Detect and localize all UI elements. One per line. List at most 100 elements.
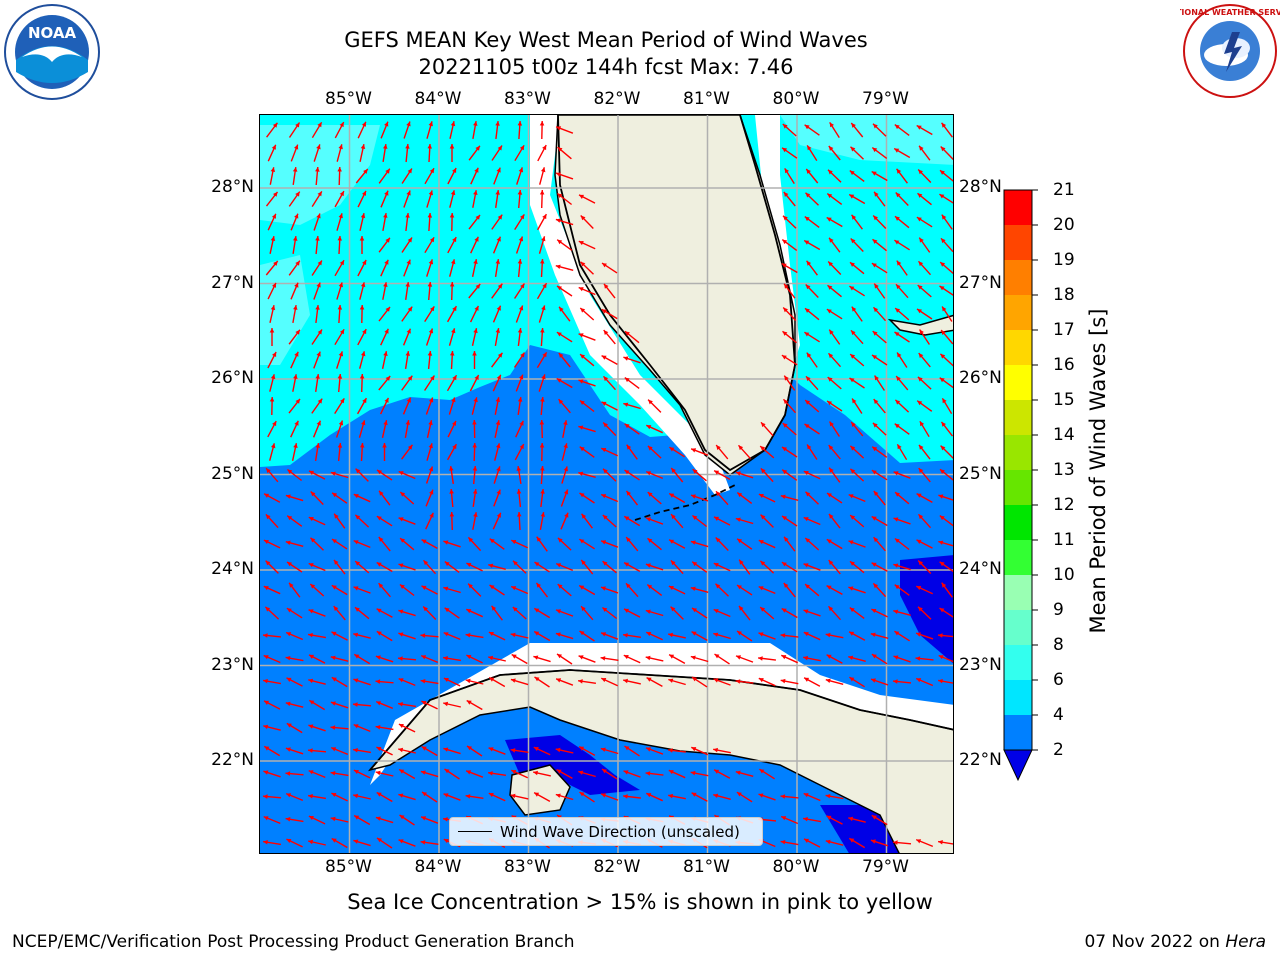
wind-wave-arrowhead (871, 815, 877, 820)
wind-wave-arrowhead (360, 282, 366, 288)
wind-wave-arrowhead (519, 444, 524, 450)
wind-wave-arrowhead (939, 561, 945, 567)
wind-wave-arrowhead (539, 121, 545, 126)
wind-wave-arrowhead (449, 144, 455, 149)
wind-wave-arrowhead (871, 470, 877, 475)
wind-wave-arrowhead (376, 631, 382, 636)
wind-wave-arrowhead (938, 840, 943, 845)
wind-wave-arrowhead (310, 491, 316, 497)
wind-wave-arrowhead (378, 583, 384, 589)
wind-wave-arrowhead (917, 285, 923, 290)
wind-wave-arrowhead (873, 583, 879, 589)
colorbar-segment (1004, 260, 1032, 296)
wind-wave-arrowhead (452, 168, 457, 173)
wind-wave-arrowhead (337, 236, 342, 241)
wind-wave-arrowhead (646, 632, 652, 637)
wind-wave-arrowhead (310, 584, 316, 589)
wind-wave-arrowhead (511, 586, 517, 591)
wind-wave-arrowhead (915, 656, 921, 661)
wind-wave-arrowhead (940, 146, 946, 152)
florida-keys (634, 484, 736, 521)
top-lon-tick-label: 79°W (862, 89, 909, 109)
wind-wave-arrowhead (489, 677, 495, 682)
wind-wave-arrowhead (443, 747, 449, 752)
wind-wave-arrowhead (737, 585, 742, 590)
wind-wave-arrowhead (516, 466, 521, 471)
wind-wave-arrowhead (466, 655, 472, 659)
wind-wave-arrowhead (450, 121, 456, 127)
wind-wave-arrowhead (873, 491, 879, 496)
wind-wave-arrowhead (623, 356, 629, 361)
wind-wave-arrowhead (782, 469, 788, 475)
wind-wave-arrowhead (407, 444, 413, 450)
wind-wave-arrowhead (603, 468, 608, 474)
wind-wave-arrowhead (939, 194, 945, 199)
wind-wave-arrowhead (804, 216, 810, 222)
wind-wave-arrowhead (668, 632, 673, 638)
wind-wave-arrowhead (601, 632, 607, 637)
wind-wave-arrowhead (806, 169, 811, 174)
wind-wave-arrowhead (760, 468, 766, 474)
wind-wave-arrowhead (495, 420, 501, 425)
wind-wave-arrowhead (894, 584, 900, 590)
wind-wave-arrowhead (517, 512, 522, 517)
wind-wave-arrowhead (360, 443, 365, 448)
wind-wave-arrowhead (451, 397, 456, 403)
wind-wave-arrowhead (286, 723, 292, 728)
wind-wave-arrowhead (623, 678, 628, 684)
wind-wave-arrowhead (626, 490, 631, 496)
wind-wave-arrowhead (398, 632, 404, 637)
wind-wave-arrowhead (581, 560, 586, 565)
wind-wave-arrowhead (826, 539, 832, 544)
wind-wave-arrowhead (600, 656, 606, 661)
wind-wave-arrowhead (735, 517, 741, 522)
wind-wave-arrowhead (421, 655, 427, 660)
wind-wave-arrowhead (331, 747, 337, 752)
wind-wave-arrowhead (263, 633, 268, 638)
wind-wave-arrowhead (601, 309, 607, 314)
wind-wave-arrowhead (359, 236, 365, 241)
wind-wave-arrowhead (647, 584, 653, 590)
wind-wave-arrowhead (848, 655, 854, 660)
wind-wave-arrowhead (355, 607, 360, 612)
wind-wave-arrowhead (556, 332, 562, 337)
wind-wave-arrowhead (317, 329, 322, 335)
wind-wave-arrowhead (337, 443, 343, 448)
wind-wave-arrowhead (874, 375, 879, 381)
wind-wave-arrowhead (488, 632, 494, 636)
wind-wave-arrowhead (872, 355, 877, 360)
wind-wave-arrowhead (645, 563, 651, 568)
wind-wave-arrowhead (918, 169, 923, 175)
wind-wave-arrowhead (263, 794, 268, 799)
wind-wave-arrowhead (398, 563, 404, 568)
wind-wave-arrowhead (332, 492, 338, 498)
wind-wave-arrowhead (468, 537, 474, 543)
wind-wave-arrowhead (317, 191, 322, 197)
wind-wave-arrowhead (399, 769, 405, 774)
wind-wave-arrowhead (285, 817, 291, 822)
wind-wave-arrowhead (271, 213, 276, 219)
wind-wave-arrowhead (421, 539, 427, 544)
wind-wave-arrowhead (850, 238, 856, 244)
wind-wave-arrowhead (428, 328, 434, 334)
wind-wave-arrowhead (541, 374, 546, 380)
wind-wave-arrowhead (472, 443, 477, 448)
wind-wave-arrowhead (540, 512, 545, 517)
wind-wave-arrowhead (602, 561, 608, 566)
wind-wave-arrowhead (601, 540, 607, 545)
wind-wave-arrowhead (942, 398, 947, 404)
wind-wave-arrowhead (339, 191, 344, 197)
wind-wave-arrowhead (715, 583, 721, 589)
wind-wave-arrowhead (452, 306, 457, 312)
wind-wave-arrowhead (534, 792, 540, 797)
wind-wave-arrowhead (557, 654, 562, 659)
wind-wave-arrowhead (579, 585, 585, 590)
wind-wave-arrowhead (918, 514, 924, 520)
wind-wave-arrowhead (473, 512, 478, 517)
wind-wave-arrowhead (363, 169, 368, 174)
wind-wave-arrowhead (534, 677, 540, 682)
wind-wave-arrowhead (337, 167, 342, 172)
top-lon-tick-label: 80°W (772, 89, 820, 109)
colorbar-tick-label: 18 (1053, 285, 1075, 305)
footer-date: 07 Nov 2022 on Hera (1084, 932, 1266, 952)
